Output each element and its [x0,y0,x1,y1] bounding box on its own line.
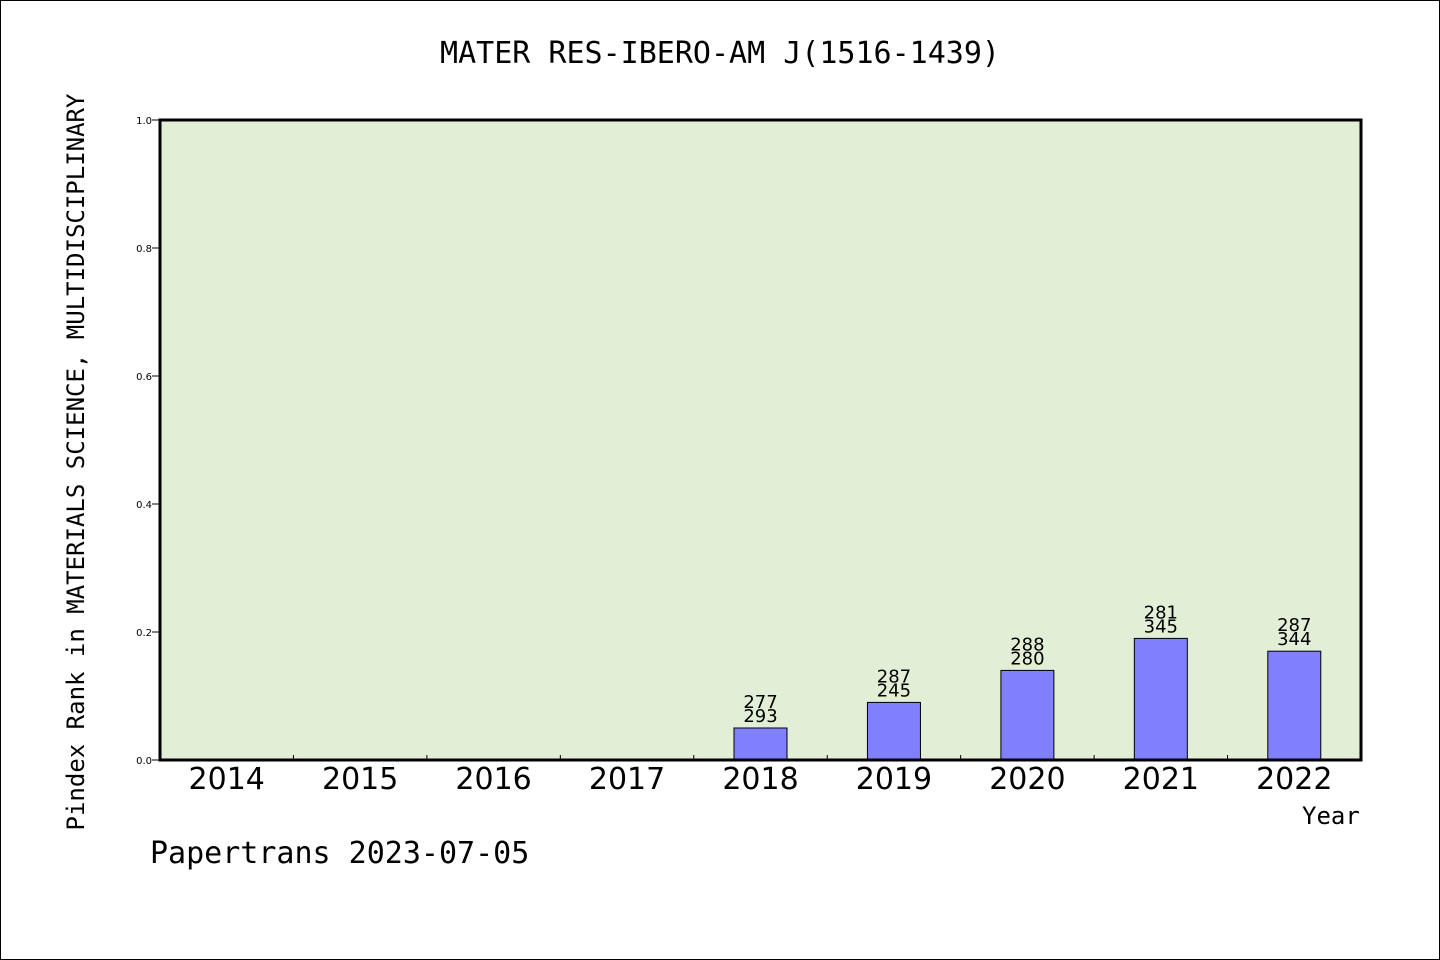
bar-label-bottom: 280 [1010,648,1044,669]
y-tick-label: 0.6 [136,372,152,383]
footer-credit: Papertrans 2023-07-05 [150,836,530,871]
y-tick-label: 0.8 [136,244,152,255]
x-tick-label: 2015 [322,762,398,797]
bar [866,701,921,761]
plot-border [158,118,1363,762]
x-tick-label: 2020 [989,762,1065,797]
chart-title: MATER RES-IBERO-AM J(1516-1439) [440,36,1000,71]
bar [1133,637,1188,761]
bar-label-top: 288 [1010,634,1044,655]
x-tick-label: 2021 [1123,762,1199,797]
bar [1267,650,1322,761]
y-tick-label: 0.2 [136,628,152,639]
bar-label-top: 287 [1277,615,1311,636]
y-tick-label: 0.4 [136,500,152,511]
x-tick-label: 2019 [856,762,932,797]
bar [733,727,788,761]
x-tick-label: 2014 [189,762,265,797]
bar-label-bottom: 245 [877,680,911,701]
bar-label-top: 277 [743,692,777,713]
bar-label-top: 287 [877,666,911,687]
x-tick-label: 2022 [1256,762,1332,797]
x-tick-label: 2016 [455,762,531,797]
bar-label-bottom: 293 [743,706,777,727]
bar-label-bottom: 345 [1144,616,1178,637]
x-tick-label: 2017 [589,762,665,797]
y-tick-label: 0.0 [136,756,152,767]
bar [1000,669,1055,761]
bar-label-bottom: 344 [1277,629,1311,650]
x-axis-label: Year [1302,802,1360,830]
x-tick-label: 2018 [722,762,798,797]
y-tick-label: 1.0 [136,116,152,127]
bar-label-top: 281 [1144,602,1178,623]
